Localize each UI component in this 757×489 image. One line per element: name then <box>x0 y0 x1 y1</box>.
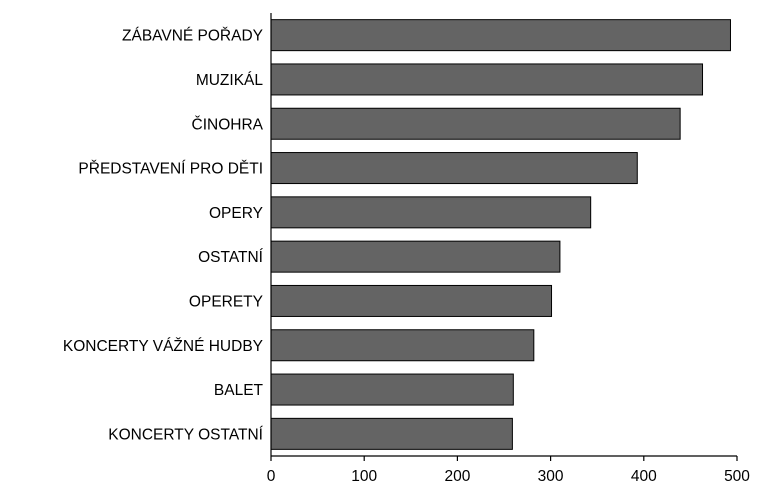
x-tick-label: 200 <box>444 468 470 485</box>
bar <box>270 63 704 96</box>
bar <box>270 107 681 140</box>
category-label: ČINOHRA <box>192 116 264 133</box>
axes-group <box>270 13 738 461</box>
bar <box>270 329 535 362</box>
category-label: ZÁBAVNÉ POŘADY <box>122 28 263 45</box>
category-label: OPERETY <box>189 293 263 310</box>
category-label: OPERY <box>209 205 263 222</box>
tick-labels-group: 0 100 200 300 400 500 <box>267 468 751 485</box>
x-tick-label: 300 <box>538 468 564 485</box>
category-label: KONCERTY OSTATNÍ <box>108 426 263 443</box>
bar <box>270 240 561 273</box>
x-tick-label: 400 <box>631 468 657 485</box>
category-label: OSTATNÍ <box>198 249 264 266</box>
x-tick-label: 100 <box>351 468 377 485</box>
x-tick-label: 0 <box>267 468 276 485</box>
category-label: BALET <box>214 382 264 399</box>
x-tick-label: 500 <box>724 468 750 485</box>
category-label: PŘEDSTAVENÍ PRO DĚTI <box>78 161 263 178</box>
bars-group <box>270 19 731 450</box>
category-label: KONCERTY VÁŽNÉ HUDBY <box>63 338 263 355</box>
bar <box>270 284 553 317</box>
bar <box>270 417 513 450</box>
bar <box>270 19 731 52</box>
category-labels-group: ZÁBAVNÉ POŘADY MUZIKÁL ČINOHRA PŘEDSTAVENÍ … <box>63 28 264 444</box>
bar <box>270 196 592 229</box>
category-label: MUZIKÁL <box>196 72 264 89</box>
bar <box>270 152 638 185</box>
bar <box>270 373 514 406</box>
